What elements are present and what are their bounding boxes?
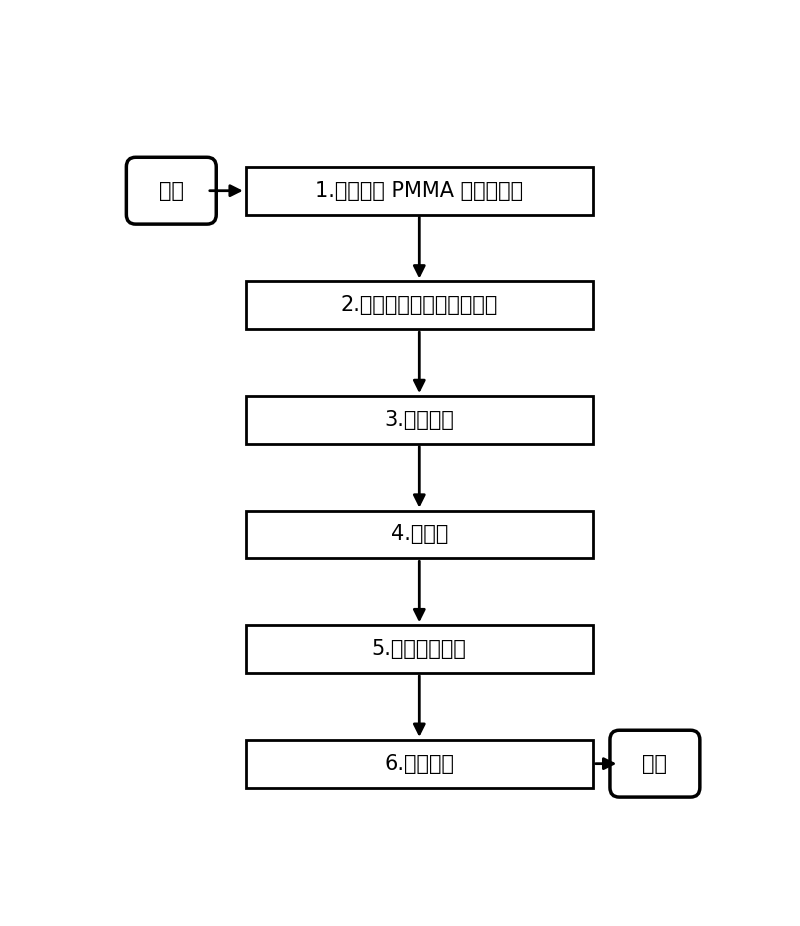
Text: 6.热压键合: 6.热压键合 [384, 754, 454, 773]
Bar [246, 625, 593, 673]
Text: 4.水处理: 4.水处理 [390, 524, 448, 544]
Text: 5.氮气吹干表面: 5.氮气吹干表面 [372, 639, 466, 659]
FancyBboxPatch shape [126, 157, 216, 224]
Text: 1.注塑成型 PMMA 微流控芯片: 1.注塑成型 PMMA 微流控芯片 [315, 181, 523, 201]
Bar [246, 282, 593, 329]
Text: 2.激光切割芯片盖片和基片: 2.激光切割芯片盖片和基片 [341, 295, 498, 315]
Bar [246, 167, 593, 215]
Bar [246, 740, 593, 787]
Text: 3.超声清洗: 3.超声清洗 [384, 410, 454, 430]
Bar [246, 510, 593, 558]
Text: 结束: 结束 [642, 754, 667, 773]
Text: 开始: 开始 [158, 181, 184, 201]
Bar [246, 396, 593, 444]
FancyBboxPatch shape [610, 731, 700, 797]
